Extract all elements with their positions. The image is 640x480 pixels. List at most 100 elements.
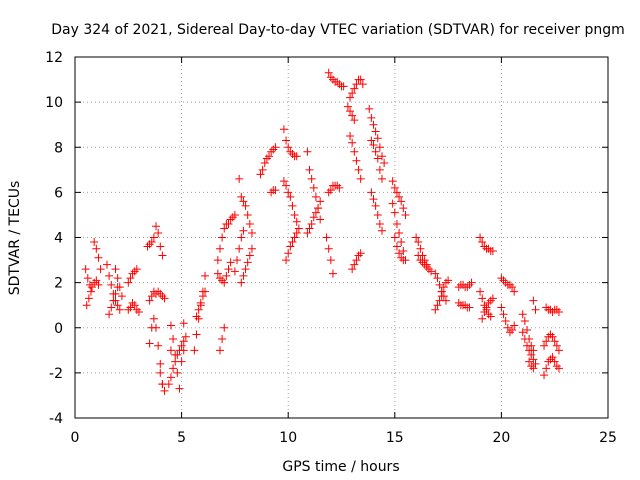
data-point <box>437 287 446 296</box>
data-point <box>111 289 120 298</box>
data-point <box>484 244 493 253</box>
data-point <box>375 165 384 174</box>
data-point <box>237 192 246 201</box>
data-point <box>286 192 295 201</box>
data-point <box>371 201 380 210</box>
data-point <box>365 104 374 113</box>
data-point <box>529 296 538 305</box>
data-point <box>525 346 534 355</box>
data-point <box>305 165 314 174</box>
data-point <box>326 256 335 265</box>
data-point <box>346 131 355 140</box>
data-point <box>152 222 161 231</box>
data-point <box>311 208 320 217</box>
y-tick-label: 10 <box>45 95 63 111</box>
data-point <box>213 256 222 265</box>
data-point <box>354 165 363 174</box>
series-arc-52 <box>476 287 495 321</box>
series-arc-28 <box>282 224 303 265</box>
series-arc-22 <box>235 174 256 237</box>
data-point <box>154 287 163 296</box>
data-point <box>158 251 167 260</box>
data-point <box>292 217 301 226</box>
data-point <box>132 305 141 314</box>
data-point <box>173 368 182 377</box>
data-point <box>548 332 557 341</box>
data-point <box>107 280 116 289</box>
data-point <box>352 156 361 165</box>
data-point <box>480 307 489 316</box>
data-point <box>328 75 337 84</box>
data-point <box>508 326 517 335</box>
data-point <box>90 278 99 287</box>
data-point <box>505 280 514 289</box>
series-arc-08 <box>124 265 141 287</box>
data-point <box>527 362 536 371</box>
data-point <box>194 314 203 323</box>
y-tick-label: 6 <box>54 185 63 201</box>
series-arc-20 <box>213 210 239 265</box>
y-tick-label: -2 <box>49 366 63 382</box>
data-point <box>335 183 344 192</box>
data-point <box>540 341 549 350</box>
data-point <box>243 258 252 267</box>
data-point <box>508 283 517 292</box>
data-point <box>497 274 506 283</box>
data-point <box>390 208 399 217</box>
data-point <box>431 305 440 314</box>
series-arc-45 <box>414 251 436 276</box>
data-point <box>107 303 116 312</box>
data-point <box>215 346 224 355</box>
data-point <box>288 238 297 247</box>
data-point <box>348 138 357 147</box>
data-point <box>262 154 271 163</box>
data-point <box>115 305 124 314</box>
data-point <box>378 174 387 183</box>
data-point <box>350 84 359 93</box>
x-tick-label: 0 <box>71 430 80 446</box>
series-arc-43 <box>390 233 410 265</box>
data-point <box>124 278 133 287</box>
series-arc-18 <box>215 323 229 355</box>
data-point <box>520 316 529 325</box>
data-point <box>339 82 348 91</box>
data-point <box>371 127 380 136</box>
data-point <box>488 294 497 303</box>
data-point <box>346 93 355 102</box>
data-point <box>501 278 510 287</box>
series-arc-44 <box>412 233 431 269</box>
series-arc-15 <box>166 319 188 330</box>
series-arc-07 <box>124 298 143 316</box>
data-point <box>335 80 344 89</box>
y-tick-label: 12 <box>45 50 63 66</box>
data-point <box>241 265 250 274</box>
data-point <box>401 210 410 219</box>
data-point <box>111 265 120 274</box>
data-point <box>224 265 233 274</box>
data-point <box>94 253 103 262</box>
series-arc-55 <box>497 303 519 337</box>
data-point <box>433 274 442 283</box>
data-point <box>149 314 158 323</box>
data-point <box>247 244 256 253</box>
series-arc-61 <box>540 330 563 355</box>
data-point <box>175 384 184 393</box>
data-point <box>531 359 540 368</box>
data-point <box>307 174 316 183</box>
data-point <box>542 337 551 346</box>
data-point <box>397 197 406 206</box>
data-point <box>476 287 485 296</box>
series-arc-17 <box>192 287 210 321</box>
data-point <box>286 242 295 251</box>
data-point <box>371 147 380 156</box>
data-point <box>373 210 382 219</box>
data-point <box>542 364 551 373</box>
data-point <box>482 303 491 312</box>
data-point <box>156 289 165 298</box>
data-point <box>510 321 519 330</box>
y-tick-label: 2 <box>54 276 63 292</box>
data-point <box>356 75 365 84</box>
data-point <box>503 323 512 332</box>
y-tick-labels: -4 -2 0 2 4 6 8 10 12 <box>45 50 63 427</box>
series-arc-30 <box>303 197 325 237</box>
